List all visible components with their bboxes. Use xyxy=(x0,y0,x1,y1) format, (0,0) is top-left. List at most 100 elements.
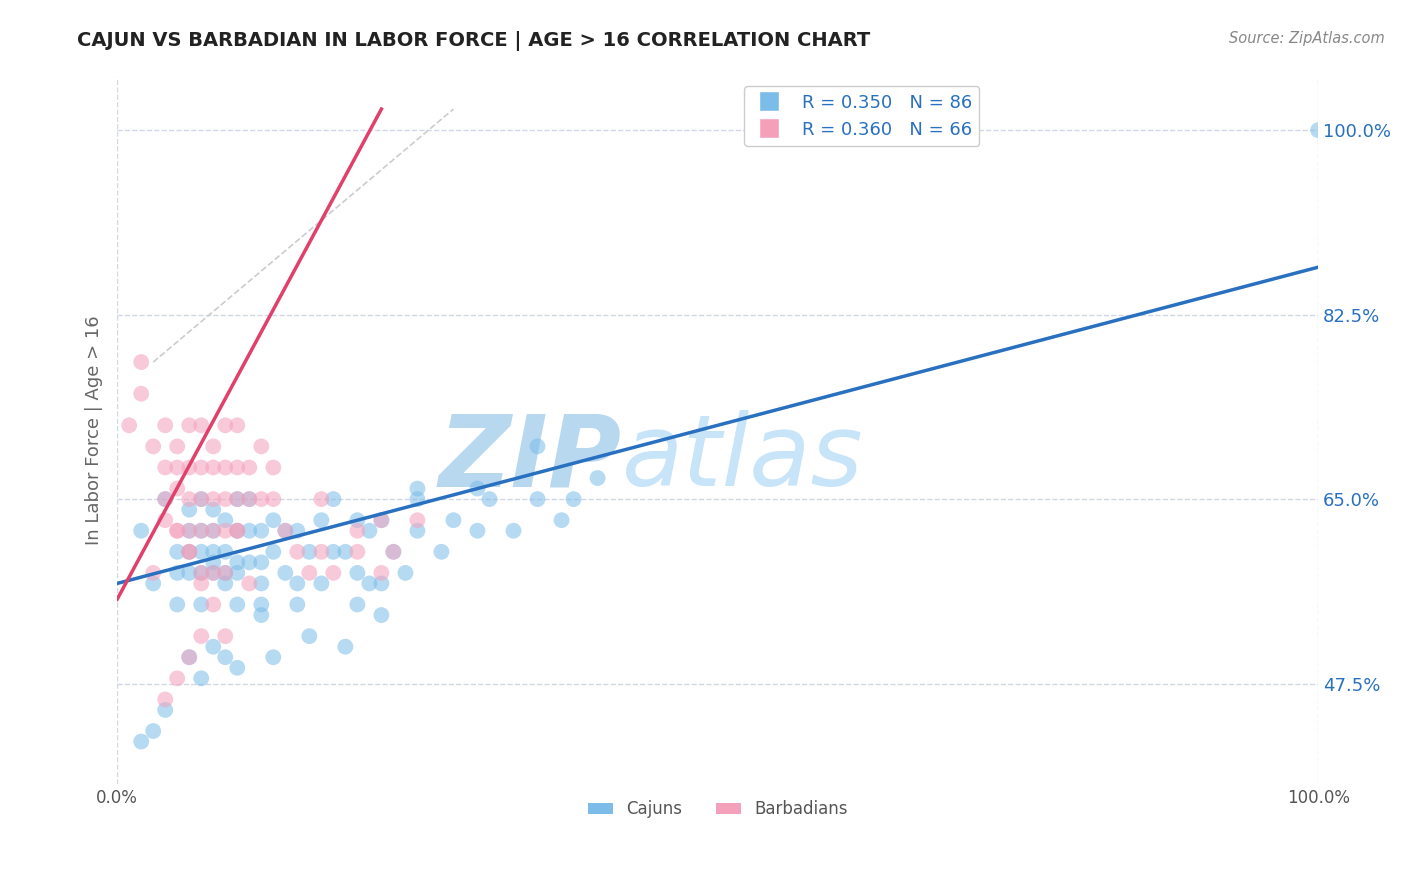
Point xyxy=(179,460,201,475)
Point xyxy=(238,576,260,591)
Point xyxy=(202,566,225,580)
Point xyxy=(335,545,357,559)
Point xyxy=(190,524,212,538)
Point xyxy=(226,598,249,612)
Point xyxy=(129,734,152,748)
Point xyxy=(502,524,524,538)
Point xyxy=(179,418,201,433)
Point xyxy=(214,545,236,559)
Point xyxy=(166,524,188,538)
Point xyxy=(202,598,225,612)
Point xyxy=(166,598,188,612)
Point xyxy=(406,482,429,496)
Point xyxy=(155,692,177,706)
Text: atlas: atlas xyxy=(621,410,863,508)
Point xyxy=(214,629,236,643)
Point xyxy=(190,566,212,580)
Point xyxy=(359,524,381,538)
Point xyxy=(166,482,188,496)
Point xyxy=(190,418,212,433)
Point xyxy=(238,492,260,507)
Point xyxy=(550,513,572,527)
Point xyxy=(190,492,212,507)
Point xyxy=(430,545,453,559)
Point xyxy=(262,460,284,475)
Point xyxy=(285,576,308,591)
Point xyxy=(202,460,225,475)
Point xyxy=(238,460,260,475)
Point xyxy=(346,598,368,612)
Y-axis label: In Labor Force | Age > 16: In Labor Force | Age > 16 xyxy=(86,316,103,545)
Point xyxy=(155,460,177,475)
Point xyxy=(346,524,368,538)
Point xyxy=(166,460,188,475)
Point xyxy=(238,555,260,569)
Point xyxy=(226,524,249,538)
Point xyxy=(285,545,308,559)
Point xyxy=(190,576,212,591)
Point xyxy=(166,524,188,538)
Point xyxy=(214,513,236,527)
Point xyxy=(250,524,273,538)
Point xyxy=(382,545,405,559)
Point xyxy=(322,566,344,580)
Point xyxy=(214,460,236,475)
Point xyxy=(190,545,212,559)
Point xyxy=(226,460,249,475)
Point xyxy=(311,576,333,591)
Point xyxy=(526,492,548,507)
Point xyxy=(370,608,392,623)
Text: ZIP: ZIP xyxy=(439,410,621,508)
Point xyxy=(214,524,236,538)
Point xyxy=(155,492,177,507)
Point xyxy=(155,418,177,433)
Point xyxy=(190,524,212,538)
Point xyxy=(285,598,308,612)
Point xyxy=(202,566,225,580)
Point xyxy=(129,524,152,538)
Point xyxy=(179,650,201,665)
Point xyxy=(179,650,201,665)
Point xyxy=(190,492,212,507)
Point xyxy=(190,598,212,612)
Point xyxy=(202,555,225,569)
Point xyxy=(202,439,225,453)
Point xyxy=(155,703,177,717)
Point xyxy=(179,545,201,559)
Point xyxy=(202,502,225,516)
Point xyxy=(214,418,236,433)
Point xyxy=(322,492,344,507)
Point xyxy=(202,524,225,538)
Point xyxy=(155,513,177,527)
Point xyxy=(179,566,201,580)
Point xyxy=(202,524,225,538)
Point xyxy=(179,545,201,559)
Point xyxy=(359,576,381,591)
Point xyxy=(179,502,201,516)
Point xyxy=(274,566,297,580)
Point xyxy=(346,566,368,580)
Point xyxy=(142,566,165,580)
Point xyxy=(250,598,273,612)
Point xyxy=(238,492,260,507)
Point xyxy=(142,724,165,739)
Point xyxy=(179,545,201,559)
Point xyxy=(478,492,501,507)
Point xyxy=(346,513,368,527)
Point xyxy=(226,524,249,538)
Point xyxy=(214,650,236,665)
Point xyxy=(274,524,297,538)
Text: Source: ZipAtlas.com: Source: ZipAtlas.com xyxy=(1229,31,1385,46)
Point xyxy=(250,608,273,623)
Point xyxy=(166,545,188,559)
Point xyxy=(179,524,201,538)
Point xyxy=(226,661,249,675)
Point xyxy=(467,524,489,538)
Point xyxy=(298,545,321,559)
Point xyxy=(443,513,465,527)
Point xyxy=(166,566,188,580)
Point xyxy=(298,566,321,580)
Point xyxy=(467,482,489,496)
Point xyxy=(262,513,284,527)
Point xyxy=(526,439,548,453)
